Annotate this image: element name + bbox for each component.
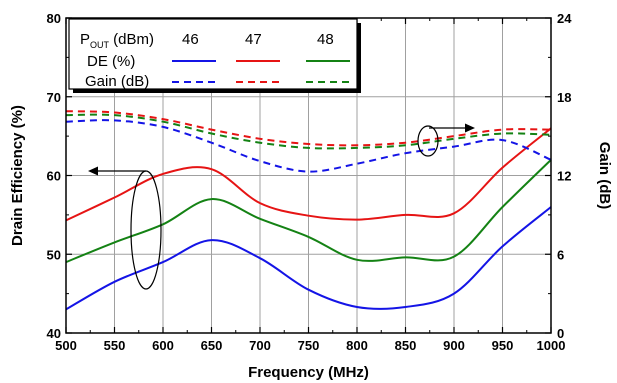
gain-series-46 [65, 119, 552, 173]
series-layer [65, 110, 552, 311]
x-tick-label: 900 [443, 338, 465, 353]
legend-header-label: P [80, 31, 90, 48]
left-y-axis-title: Drain Efficiency (%) [9, 105, 26, 246]
x-tick-label: 500 [55, 338, 77, 353]
gain-group-ellipse [417, 125, 439, 157]
annotations [88, 123, 475, 290]
de-series-47 [65, 127, 552, 222]
x-tick-label: 800 [346, 338, 368, 353]
legend-box [68, 18, 358, 90]
y-left-tick-label: 50 [47, 247, 61, 262]
legend-header-subscript: OUT [90, 40, 110, 50]
x-tick-label: 650 [201, 338, 223, 353]
legend-header: POUT (dBm) [80, 31, 154, 50]
de-series-48 [65, 159, 552, 264]
de-series-46 [65, 206, 552, 311]
gain-series-47 [65, 110, 552, 147]
legend-level-47: 47 [245, 31, 262, 48]
right-axis-arrow-head [465, 123, 475, 133]
left-axis-arrow-head [88, 166, 98, 176]
x-tick-label: 750 [298, 338, 320, 353]
y-right-tick-label: 6 [557, 247, 564, 262]
legend-level-46: 46 [182, 31, 199, 48]
gain-series-48 [65, 113, 552, 150]
y-left-tick-label: 70 [47, 90, 61, 105]
y-right-tick-label: 0 [557, 326, 564, 341]
y-right-tick-label: 18 [557, 90, 571, 105]
x-tick-label: 600 [152, 338, 174, 353]
legend-row-de: DE (%) [87, 53, 135, 70]
x-tick-label: 950 [492, 338, 514, 353]
right-y-axis-title: Gain (dB) [596, 142, 613, 210]
y-left-tick-label: 40 [47, 326, 61, 341]
x-tick-label: 850 [395, 338, 417, 353]
x-tick-label: 1000 [537, 338, 566, 353]
y-right-tick-label: 12 [557, 169, 571, 184]
legend: POUT (dBm) 46 47 48 DE (%) Gain (dB) [68, 18, 361, 93]
legend-header-unit: (dBm) [109, 31, 154, 48]
legend-row-gain: Gain (dB) [85, 73, 149, 90]
y-right-tick-label: 24 [557, 11, 572, 26]
tick-label-layer: 500 550 600 650 700 750 800 850 900 950 1000405060… [47, 11, 573, 353]
legend-level-48: 48 [317, 31, 334, 48]
x-tick-label: 550 [104, 338, 126, 353]
x-tick-label: 700 [249, 338, 271, 353]
y-left-tick-label: 60 [47, 169, 61, 184]
y-left-tick-label: 80 [47, 11, 61, 26]
x-axis-title: Frequency (MHz) [248, 364, 369, 381]
